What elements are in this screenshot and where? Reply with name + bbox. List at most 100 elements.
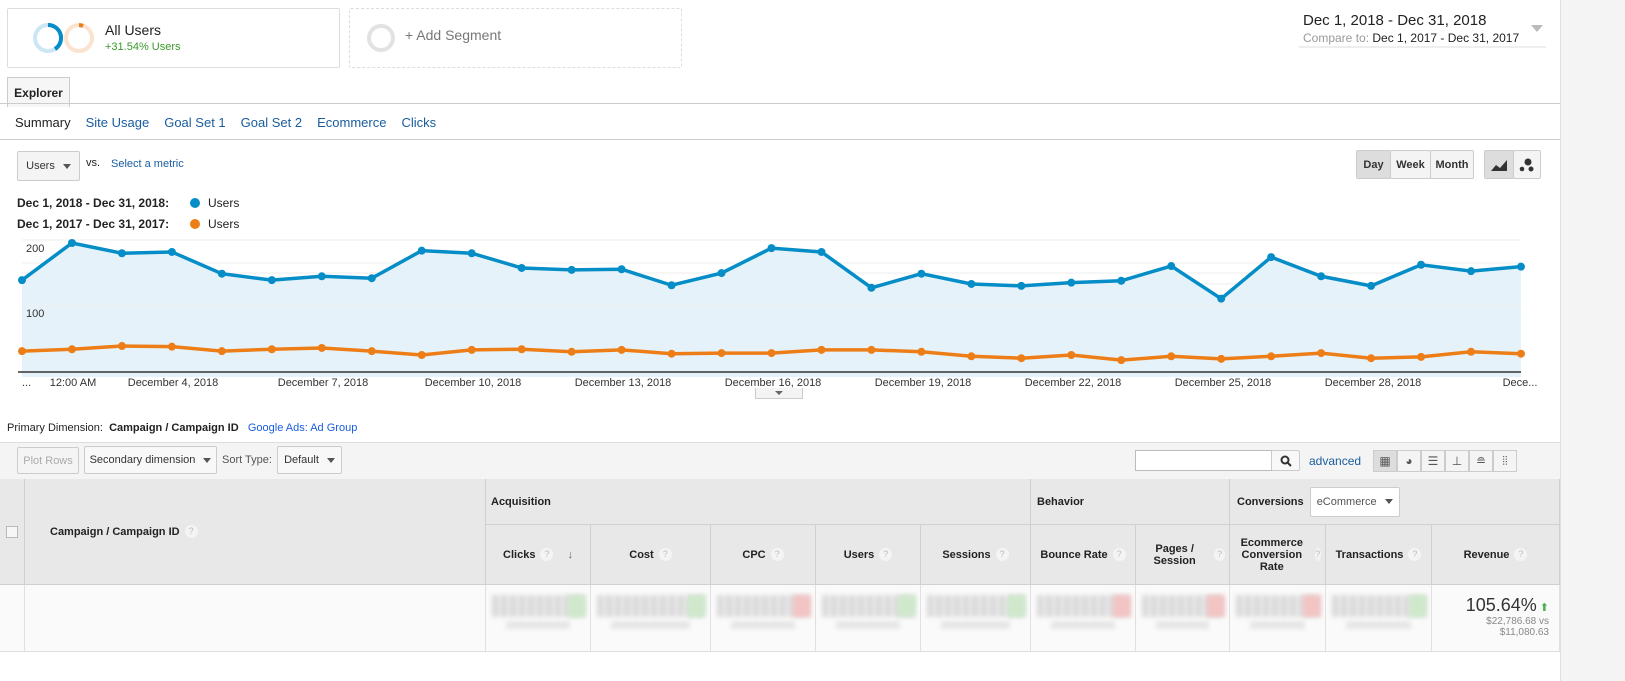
dimension-current[interactable]: Campaign / Campaign ID [109, 422, 239, 434]
data-point [617, 265, 626, 274]
sort-type-dropdown[interactable]: Default [277, 446, 342, 474]
select-all-cell [0, 479, 25, 585]
data-point [917, 347, 926, 356]
help-icon[interactable]: ? [1112, 548, 1126, 561]
data-point [1117, 356, 1126, 365]
column-header-cost[interactable]: Cost? [591, 525, 711, 585]
subtab-goal-set-2[interactable]: Goal Set 2 [240, 115, 303, 130]
data-point [667, 281, 676, 290]
blurred-value-users [816, 585, 921, 651]
segment-donut-icon [33, 22, 94, 53]
data-point [1367, 281, 1376, 290]
add-segment-button[interactable]: + Add Segment [349, 8, 682, 68]
subtab-site-usage[interactable]: Site Usage [85, 115, 150, 130]
total-row-label [25, 585, 486, 651]
view-performance-button[interactable]: ☰ [1421, 450, 1445, 472]
data-point [467, 345, 476, 354]
x-tick-label: December 16, 2018 [725, 377, 822, 389]
legend-dot-current [190, 198, 200, 208]
select-metric-link[interactable]: Select a metric [111, 158, 184, 170]
subtab-summary[interactable]: Summary [15, 115, 71, 130]
help-icon[interactable]: ? [1514, 548, 1528, 561]
subtab-goal-set-1[interactable]: Goal Set 1 [164, 115, 226, 130]
help-icon[interactable]: ? [1214, 548, 1225, 561]
dimension-google-ads-ad-group[interactable]: Google Ads: Ad Group [247, 422, 358, 434]
data-point [1217, 354, 1226, 363]
data-point [317, 272, 326, 281]
data-point [1067, 278, 1076, 287]
granularity-day[interactable]: Day [1356, 150, 1391, 179]
x-tick-label: ... [22, 377, 31, 389]
column-header-sessions[interactable]: Sessions? [921, 525, 1031, 585]
secondary-dimension-dropdown[interactable]: Secondary dimension [84, 446, 217, 474]
total-row-check [0, 585, 25, 651]
column-header-transactions[interactable]: Transactions? [1326, 525, 1432, 585]
help-icon[interactable]: ? [1314, 548, 1321, 561]
x-tick-label: December 22, 2018 [1025, 377, 1122, 389]
conversions-dropdown[interactable]: eCommerce [1309, 486, 1400, 517]
blurred-value-sessions [921, 585, 1031, 651]
data-point [817, 345, 826, 354]
data-point [767, 349, 776, 358]
help-icon[interactable]: ? [995, 548, 1009, 561]
segment-all-users[interactable]: All Users +31.54% Users [7, 8, 340, 68]
line-chart-button[interactable] [1484, 150, 1514, 179]
x-tick-label: December 19, 2018 [875, 377, 972, 389]
view-comparison-button[interactable]: ⊥ [1445, 450, 1469, 472]
help-icon[interactable]: ? [658, 548, 672, 561]
search-icon [1280, 455, 1292, 467]
column-label: Pages / Session [1153, 542, 1196, 567]
term-cloud-icon: ≘ [1475, 454, 1487, 468]
column-header-ecommerce-conversion-rate[interactable]: Ecommerce Conversion Rate? [1230, 525, 1326, 585]
view-table-button[interactable]: ▦ [1373, 450, 1397, 472]
table-search-input[interactable] [1135, 450, 1272, 471]
view-term-cloud-button[interactable]: ≘ [1469, 450, 1493, 472]
select-all-checkbox[interactable] [6, 525, 18, 538]
column-header-cpc[interactable]: CPC? [711, 525, 816, 585]
granularity-week[interactable]: Week [1390, 150, 1431, 179]
help-icon[interactable]: ? [770, 548, 784, 561]
plot-rows-button[interactable]: Plot Rows [17, 447, 79, 474]
column-label: Bounce Rate [1040, 548, 1108, 561]
pivot-icon: ⦙⦙ [1502, 453, 1508, 468]
granularity-month[interactable]: Month [1430, 150, 1474, 179]
add-segment-label: + Add Segment [405, 27, 502, 43]
date-range-primary: Dec 1, 2018 - Dec 31, 2018 [1303, 12, 1487, 29]
motion-chart-button[interactable] [1513, 150, 1541, 179]
legend-range-current: Dec 1, 2018 - Dec 31, 2018: [17, 196, 170, 210]
search-button[interactable] [1271, 450, 1300, 471]
help-icon[interactable]: ? [184, 525, 198, 538]
header-campaign[interactable]: Campaign / Campaign ID? [25, 479, 486, 585]
subtab-clicks[interactable]: Clicks [401, 115, 437, 130]
column-header-users[interactable]: Users? [816, 525, 921, 585]
legend-metric-previous: Users [208, 217, 240, 231]
primary-dimension: Primary Dimension: Campaign / Campaign I… [7, 422, 357, 434]
help-icon[interactable]: ? [540, 548, 554, 561]
subtab-ecommerce[interactable]: Ecommerce [317, 115, 387, 130]
view-pivot-button[interactable]: ⦙⦙ [1493, 450, 1517, 472]
series-area [22, 243, 1521, 377]
group-behavior: Behavior [1031, 479, 1230, 525]
view-pie-button[interactable]: ◕ [1397, 450, 1421, 472]
revenue-previous: $11,080.63 [1499, 627, 1549, 638]
scrollbar-track[interactable] [1560, 0, 1625, 681]
data-point [667, 349, 676, 358]
x-tick-label: December 28, 2018 [1325, 377, 1422, 389]
y-tick-label: 100 [26, 308, 44, 320]
advanced-filter-link[interactable]: advanced [1309, 454, 1362, 468]
column-header-bounce-rate[interactable]: Bounce Rate? [1031, 525, 1136, 585]
subtabs: Summary Site Usage Goal Set 1 Goal Set 2… [15, 115, 436, 130]
chart-collapse-handle[interactable] [755, 388, 803, 399]
sort-type-label: Sort Type: [222, 454, 272, 466]
column-header-revenue[interactable]: Revenue? [1432, 525, 1560, 585]
help-icon[interactable]: ? [1408, 548, 1422, 561]
group-conversions: Conversions eCommerce [1230, 479, 1560, 525]
data-point [1517, 262, 1525, 271]
column-header-clicks[interactable]: Clicks? ↓ [486, 525, 591, 585]
column-header-pages-session[interactable]: Pages / Session? [1136, 525, 1230, 585]
date-range-picker[interactable]: Dec 1, 2018 - Dec 31, 2018 Compare to: D… [1299, 10, 1546, 48]
tab-explorer[interactable]: Explorer [7, 77, 70, 107]
data-point [1167, 262, 1176, 271]
help-icon[interactable]: ? [879, 548, 893, 561]
metric-dropdown[interactable]: Users [17, 151, 80, 181]
